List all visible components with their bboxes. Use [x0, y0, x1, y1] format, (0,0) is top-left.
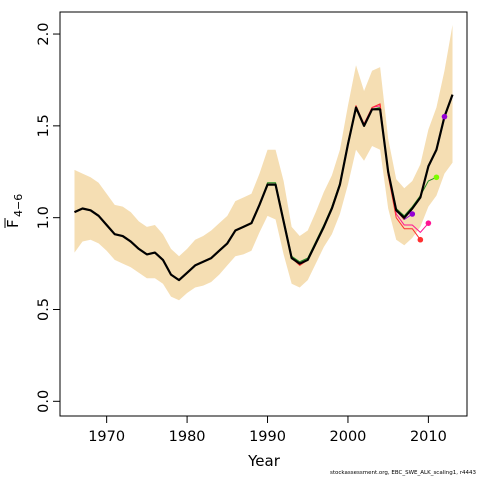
x-tick-label-2000: 2000 [330, 429, 367, 445]
y-tick-label-3: 1.5 [36, 114, 52, 137]
footer-credit: stockassessment.org, EBC_SWE_ALK_scaling… [330, 470, 476, 476]
x-tick-label-1990: 1990 [249, 429, 286, 445]
series-line-1 [74, 94, 454, 282]
y-tick-label-1: 0.5 [36, 298, 52, 321]
plot-frame [59, 11, 468, 417]
confidence-band [74, 24, 453, 301]
x-axis: 1970 1980 1990 2000 2010 [88, 416, 447, 445]
y-axis: 0.0 0.5 1.0 1.5 2.0 [36, 23, 60, 413]
confidence-band-area [74, 24, 453, 301]
y-axis-title-main: F [4, 219, 22, 228]
x-tick-label-1970: 1970 [88, 429, 125, 445]
y-axis-title-subscript: 4−6 [12, 194, 25, 217]
y-tick-label-2: 1.0 [36, 206, 52, 229]
y-tick-label-0: 0.0 [36, 390, 52, 413]
y-tick-label-4: 2.0 [36, 23, 52, 46]
series-layer [74, 94, 454, 282]
x-axis-title: Year [247, 452, 281, 470]
endpoint-markers [409, 113, 448, 243]
endpoint-marker-2 [417, 236, 424, 243]
endpoint-marker-5 [441, 113, 448, 120]
endpoint-marker-3 [425, 220, 432, 226]
endpoint-marker-1 [409, 211, 416, 217]
x-tick-label-1980: 1980 [169, 429, 206, 445]
endpoint-marker-4 [433, 174, 440, 181]
y-axis-title: F 4−6 [4, 194, 25, 228]
x-tick-label-2010: 2010 [410, 429, 447, 445]
